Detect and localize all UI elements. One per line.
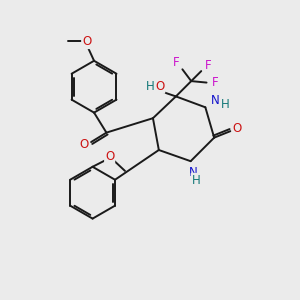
Text: H: H bbox=[146, 80, 155, 93]
Text: N: N bbox=[211, 94, 220, 107]
Text: O: O bbox=[79, 139, 88, 152]
Text: O: O bbox=[155, 80, 164, 93]
Text: O: O bbox=[232, 122, 242, 135]
Text: N: N bbox=[189, 166, 197, 179]
Text: F: F bbox=[173, 56, 180, 69]
Text: F: F bbox=[212, 76, 218, 89]
Text: O: O bbox=[82, 35, 91, 48]
Text: O: O bbox=[105, 150, 114, 163]
Text: H: H bbox=[221, 98, 230, 111]
Text: H: H bbox=[192, 174, 200, 187]
Text: F: F bbox=[205, 59, 211, 72]
